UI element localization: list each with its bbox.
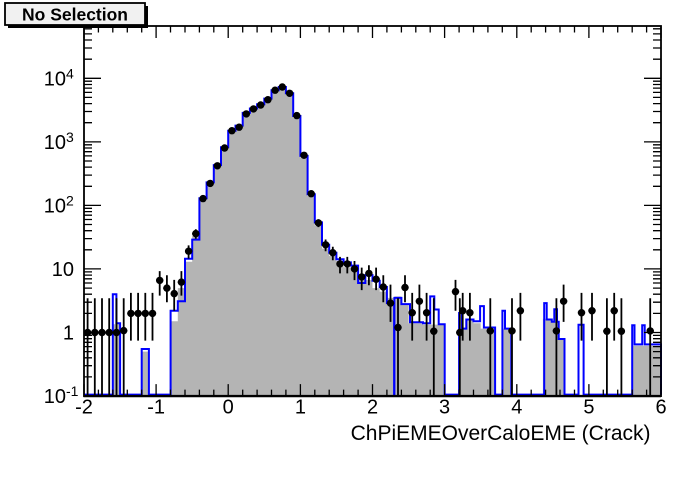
svg-text:0: 0 <box>223 397 234 419</box>
svg-text:2: 2 <box>66 192 74 208</box>
svg-text:1: 1 <box>63 323 74 345</box>
svg-text:-1: -1 <box>147 397 165 419</box>
svg-text:6: 6 <box>655 397 666 419</box>
svg-text:3: 3 <box>439 397 450 419</box>
svg-text:-1: -1 <box>66 383 79 399</box>
svg-text:4: 4 <box>511 397 522 419</box>
svg-text:4: 4 <box>66 65 74 81</box>
svg-text:5: 5 <box>583 397 594 419</box>
svg-text:10: 10 <box>44 68 66 90</box>
svg-text:ChPiEMEOverCaloEME (Crack): ChPiEMEOverCaloEME (Crack) <box>351 422 651 445</box>
svg-text:2: 2 <box>367 397 378 419</box>
svg-text:10: 10 <box>44 386 66 408</box>
svg-text:3: 3 <box>66 129 74 145</box>
svg-text:1: 1 <box>295 397 306 419</box>
svg-text:10: 10 <box>52 259 74 281</box>
svg-text:No Selection: No Selection <box>22 5 128 25</box>
svg-text:10: 10 <box>44 132 66 154</box>
svg-text:10: 10 <box>44 195 66 217</box>
svg-text:-2: -2 <box>75 397 93 419</box>
